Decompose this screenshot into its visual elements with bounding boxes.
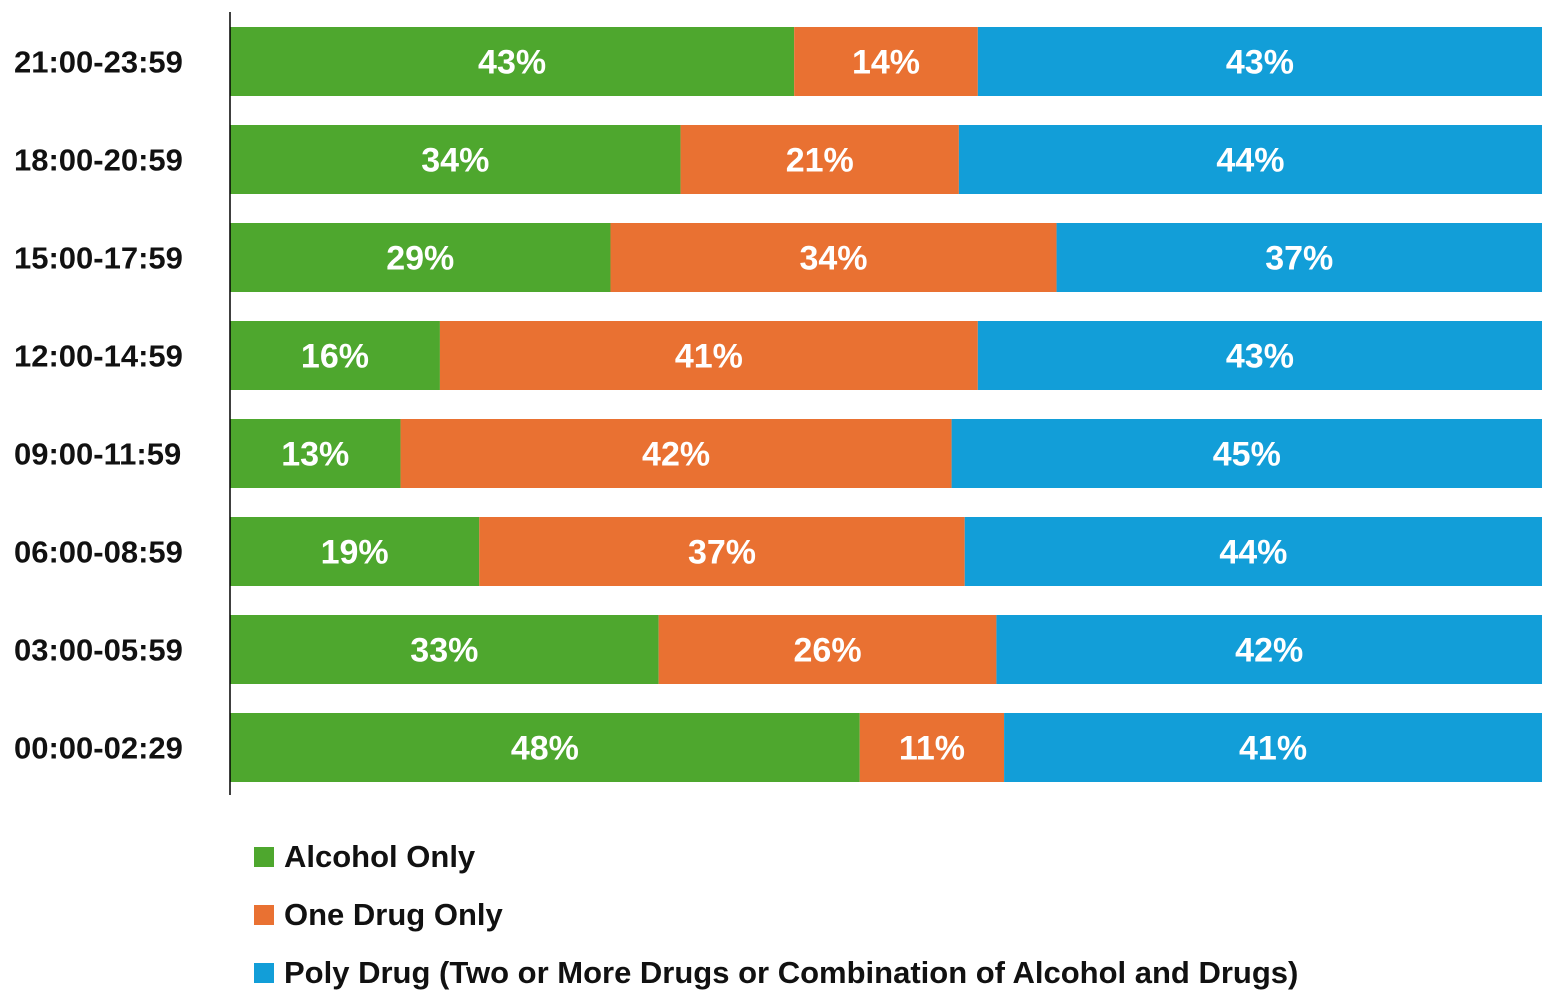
data-label-one-drug-only-21:00-23:59: 14% xyxy=(852,44,920,82)
bar-poly-drug-00:00-02:29 xyxy=(1004,713,1542,782)
legend-item-poly-drug: Poly Drug (Two or More Drugs or Combinat… xyxy=(254,944,1298,1002)
stacked-bar-chart: 21:00-23:59 18:00-20:59 15:00-17:59 12:00-1… xyxy=(14,12,1542,795)
legend-label-one-drug-only: One Drug Only xyxy=(284,897,503,932)
data-label-alcohol-only-18:00-20:59: 34% xyxy=(421,142,489,180)
category-label-21:00-23:59: 21:00-23:59 xyxy=(14,45,183,80)
bar-poly-drug-03:00-05:59 xyxy=(996,615,1542,684)
legend-item-one-drug-only: One Drug Only xyxy=(254,886,1298,944)
bar-one-drug-only-21:00-23:59 xyxy=(794,27,978,96)
category-label-15:00-17:59: 15:00-17:59 xyxy=(14,241,183,276)
data-label-one-drug-only-18:00-20:59: 21% xyxy=(786,142,854,180)
data-label-one-drug-only-06:00-08:59: 37% xyxy=(688,534,756,572)
bar-one-drug-only-09:00-11:59 xyxy=(400,419,952,488)
legend-swatch-one-drug-only xyxy=(254,905,274,925)
data-label-one-drug-only-03:00-05:59: 26% xyxy=(794,632,862,670)
data-label-one-drug-only-09:00-11:59: 42% xyxy=(642,436,710,474)
data-label-alcohol-only-06:00-08:59: 19% xyxy=(321,534,389,572)
bar-poly-drug-09:00-11:59 xyxy=(951,419,1542,488)
bar-alcohol-only-18:00-20:59 xyxy=(230,125,681,194)
category-label-09:00-11:59: 09:00-11:59 xyxy=(14,437,181,472)
category-label-06:00-08:59: 06:00-08:59 xyxy=(14,535,183,570)
category-label-00:00-02:29: 00:00-02:29 xyxy=(14,731,183,766)
data-label-alcohol-only-00:00-02:29: 48% xyxy=(511,730,579,768)
data-label-poly-drug-06:00-08:59: 44% xyxy=(1219,534,1287,572)
category-label-18:00-20:59: 18:00-20:59 xyxy=(14,143,183,178)
legend-label-alcohol-only: Alcohol Only xyxy=(284,839,476,874)
data-label-one-drug-only-00:00-02:29: 11% xyxy=(899,730,965,768)
bar-poly-drug-06:00-08:59 xyxy=(964,517,1542,586)
data-label-poly-drug-03:00-05:59: 42% xyxy=(1235,632,1303,670)
bar-poly-drug-15:00-17:59 xyxy=(1056,223,1542,292)
data-label-poly-drug-21:00-23:59: 43% xyxy=(1226,44,1294,82)
bar-poly-drug-21:00-23:59 xyxy=(977,27,1542,96)
bar-alcohol-only-12:00-14:59 xyxy=(230,321,440,390)
bar-one-drug-only-18:00-20:59 xyxy=(680,125,959,194)
data-label-alcohol-only-09:00-11:59: 13% xyxy=(281,436,349,474)
legend-swatch-alcohol-only xyxy=(254,847,274,867)
legend: Alcohol Only One Drug Only Poly Drug (Tw… xyxy=(254,828,1298,1002)
data-label-one-drug-only-12:00-14:59: 41% xyxy=(675,338,743,376)
bar-alcohol-only-00:00-02:29 xyxy=(230,713,860,782)
data-label-alcohol-only-03:00-05:59: 33% xyxy=(410,632,478,670)
data-label-poly-drug-00:00-02:29: 41% xyxy=(1239,730,1307,768)
bar-one-drug-only-03:00-05:59 xyxy=(658,615,997,684)
bar-alcohol-only-03:00-05:59 xyxy=(230,615,659,684)
data-labels: 43% 14% 43% 34% 21% 44% 29% 34% 37% 16% 41% 43% 13% 4… xyxy=(281,44,1333,768)
data-label-poly-drug-12:00-14:59: 43% xyxy=(1226,338,1294,376)
bar-poly-drug-12:00-14:59 xyxy=(977,321,1542,390)
bar-one-drug-only-00:00-02:29 xyxy=(859,713,1005,782)
bar-alcohol-only-15:00-17:59 xyxy=(230,223,611,292)
bar-alcohol-only-06:00-08:59 xyxy=(230,517,480,586)
legend-swatch-poly-drug xyxy=(254,963,274,983)
bar-one-drug-only-12:00-14:59 xyxy=(439,321,978,390)
bar-alcohol-only-21:00-23:59 xyxy=(230,27,795,96)
bar-alcohol-only-09:00-11:59 xyxy=(230,419,401,488)
data-label-poly-drug-09:00-11:59: 45% xyxy=(1213,436,1281,474)
data-label-alcohol-only-21:00-23:59: 43% xyxy=(478,44,546,82)
bar-one-drug-only-15:00-17:59 xyxy=(610,223,1057,292)
data-label-one-drug-only-15:00-17:59: 34% xyxy=(799,240,867,278)
data-label-poly-drug-18:00-20:59: 44% xyxy=(1216,142,1284,180)
data-label-poly-drug-15:00-17:59: 37% xyxy=(1265,240,1333,278)
legend-item-alcohol-only: Alcohol Only xyxy=(254,828,1298,886)
bar-poly-drug-18:00-20:59 xyxy=(958,125,1542,194)
category-label-03:00-05:59: 03:00-05:59 xyxy=(14,633,183,668)
bar-one-drug-only-06:00-08:59 xyxy=(479,517,965,586)
legend-label-poly-drug: Poly Drug (Two or More Drugs or Combinat… xyxy=(284,955,1299,990)
category-label-12:00-14:59: 12:00-14:59 xyxy=(14,339,183,374)
data-label-alcohol-only-12:00-14:59: 16% xyxy=(301,338,369,376)
data-label-alcohol-only-15:00-17:59: 29% xyxy=(386,240,454,278)
bars-group xyxy=(230,27,1542,782)
category-labels: 21:00-23:59 18:00-20:59 15:00-17:59 12:00-1… xyxy=(14,45,183,766)
